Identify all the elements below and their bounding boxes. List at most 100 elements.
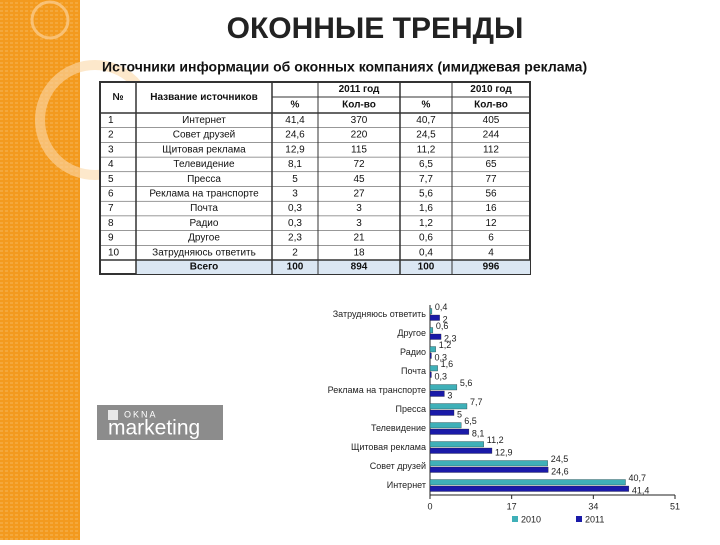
- bar: [429, 365, 438, 372]
- table-cell: 12,9: [285, 144, 305, 155]
- table-cell: 112: [483, 144, 499, 155]
- category-label: Радио: [400, 347, 426, 357]
- table-cell: 6: [488, 233, 494, 244]
- value-label: 5: [457, 409, 462, 419]
- bar: [429, 441, 484, 448]
- bar: [429, 371, 432, 378]
- table-cell: 2010 год: [470, 84, 512, 95]
- table-cell: 12: [485, 218, 497, 229]
- table-cell: 370: [351, 115, 368, 126]
- value-label: 3: [447, 390, 452, 400]
- value-label: 24,5: [551, 454, 569, 464]
- value-label: 8,1: [472, 428, 485, 438]
- table-cell: Телевидение: [173, 159, 235, 170]
- total-row-bg: [136, 260, 530, 274]
- bar-chart: 0 17 34 51 Интернет 40,7 41,4 Совет друзей 24,5 2…: [328, 302, 680, 525]
- table-cell: 3: [108, 144, 114, 155]
- table-cell: 1,2: [419, 218, 433, 229]
- table-cell: 27: [353, 188, 365, 199]
- table-cell: Пресса: [187, 174, 221, 185]
- logo-bottom: marketing: [108, 417, 200, 440]
- table-cell: 40,7: [416, 115, 436, 126]
- table-cell: 77: [485, 174, 497, 185]
- x-tick-label: 17: [507, 501, 517, 511]
- table-cell: %: [291, 100, 300, 111]
- table-cell: Всего: [190, 262, 219, 273]
- category-label: Совет друзей: [370, 461, 426, 471]
- table-cell: 0,4: [419, 247, 433, 258]
- value-label: 40,7: [629, 473, 647, 483]
- table-cell: 4: [488, 247, 494, 258]
- bar: [429, 390, 445, 397]
- table-cell: 18: [353, 247, 365, 258]
- table-cell: 3: [356, 203, 362, 214]
- table-cell: 6,5: [419, 159, 433, 170]
- table-cell: 6: [108, 188, 114, 199]
- table-cell: 11,2: [417, 144, 436, 155]
- table-cell: Совет друзей: [173, 130, 235, 141]
- bar: [429, 466, 549, 473]
- bar: [429, 403, 468, 410]
- subtitle: Источники информации об оконных компания…: [102, 59, 587, 75]
- value-label: 0,4: [435, 302, 448, 312]
- table-cell: 5: [108, 174, 114, 185]
- bar: [429, 314, 440, 321]
- bar: [429, 346, 436, 353]
- table-cell: №: [112, 92, 123, 103]
- bar: [429, 447, 493, 454]
- table-cell: Радио: [190, 218, 219, 229]
- table-cell: 0,3: [288, 203, 302, 214]
- category-label: Другое: [397, 328, 426, 338]
- table-cell: Кол-во: [474, 100, 508, 111]
- value-label: 0,3: [434, 371, 447, 381]
- table-cell: 5,6: [419, 188, 433, 199]
- table-cell: %: [422, 100, 431, 111]
- bar: [429, 352, 432, 359]
- table-cell: 0,6: [419, 233, 433, 244]
- value-label: 1,6: [441, 359, 454, 369]
- table-cell: 1,6: [419, 203, 433, 214]
- table-cell: Кол-во: [342, 100, 376, 111]
- value-label: 7,7: [470, 397, 483, 407]
- bar: [429, 422, 462, 429]
- x-tick-label: 0: [427, 501, 432, 511]
- table-cell: Щитовая реклама: [162, 144, 246, 155]
- value-label: 6,5: [464, 416, 477, 426]
- side-stripe: [0, 0, 80, 540]
- category-label: Пресса: [396, 404, 427, 414]
- bar: [429, 308, 433, 315]
- table-cell: Название источников: [150, 92, 257, 103]
- table-cell: 65: [485, 159, 497, 170]
- table-cell: 996: [483, 262, 500, 273]
- value-label: 24,6: [551, 466, 569, 476]
- table-cell: 24,6: [285, 130, 305, 141]
- table-cell: 3: [292, 188, 298, 199]
- table-cell: 2: [292, 247, 298, 258]
- table-cell: 405: [483, 115, 500, 126]
- table-cell: 9: [108, 233, 114, 244]
- table-bg: [99, 81, 531, 275]
- value-label: 41,4: [632, 485, 650, 495]
- value-label: 2,3: [444, 333, 457, 343]
- table-cell: 244: [483, 130, 500, 141]
- table-cell: 5: [292, 174, 298, 185]
- x-tick-label: 51: [670, 501, 680, 511]
- bar: [429, 384, 458, 391]
- table-cell: 220: [351, 130, 368, 141]
- table-cell: 115: [351, 144, 367, 155]
- table-cell: 45: [353, 174, 365, 185]
- table-cell: Почта: [190, 203, 218, 214]
- table-cell: 100: [287, 262, 304, 273]
- category-label: Почта: [401, 366, 426, 376]
- table-cell: 0,3: [288, 218, 302, 229]
- table-cell: 100: [418, 262, 435, 273]
- table-cell: Другое: [188, 233, 220, 244]
- table-cell: 7,7: [419, 174, 433, 185]
- category-label: Телевидение: [371, 423, 426, 433]
- table-cell: 4: [108, 159, 114, 170]
- table-cell: 8: [108, 218, 114, 229]
- value-label: 5,6: [460, 378, 473, 388]
- slide-title: ОКОННЫЕ ТРЕНДЫ: [227, 12, 524, 45]
- bar: [429, 327, 434, 334]
